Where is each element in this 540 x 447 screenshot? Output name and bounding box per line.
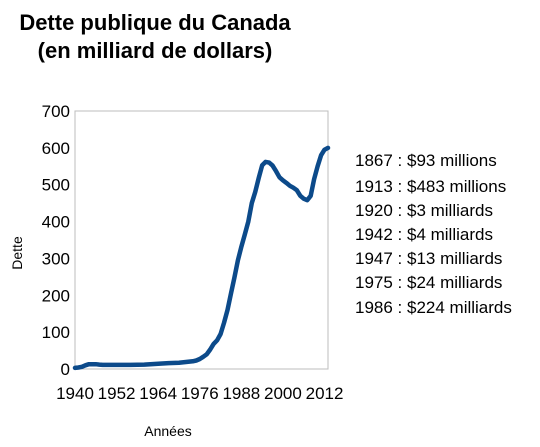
annotation-line: 1867 : $93 millions xyxy=(355,151,497,170)
chart-title-line-2: (en milliard de dollars) xyxy=(38,38,273,63)
x-tick-label: 1940 xyxy=(56,384,94,403)
plot-area xyxy=(74,110,329,370)
annotation-line: 1942 : $4 milliards xyxy=(355,225,493,244)
y-tick-label: 200 xyxy=(42,286,70,305)
y-tick-label: 100 xyxy=(42,323,70,342)
y-axis-label: Dette xyxy=(9,236,25,270)
annotation-list: 1867 : $93 millions 1913 : $483 millions… xyxy=(355,151,512,317)
x-tick-label: 1952 xyxy=(98,384,136,403)
y-tick-label: 500 xyxy=(42,176,70,195)
x-tick-label: 1976 xyxy=(181,384,219,403)
x-axis-ticks: 1940 1952 1964 1976 1988 2000 2012 xyxy=(56,384,343,403)
series-line-dette xyxy=(72,145,331,371)
y-tick-label: 400 xyxy=(42,213,70,232)
y-tick-label: 0 xyxy=(61,360,70,379)
annotation-line: 1975 : $24 milliards xyxy=(355,273,502,292)
annotation-line: 1947 : $13 milliards xyxy=(355,249,502,268)
annotation-line: 1986 : $224 milliards xyxy=(355,298,512,317)
y-tick-label: 600 xyxy=(42,139,70,158)
x-axis-label: Années xyxy=(144,423,191,439)
y-tick-label: 300 xyxy=(42,249,70,268)
x-tick-label: 1988 xyxy=(222,384,260,403)
annotation-line: 1920 : $3 milliards xyxy=(355,201,493,220)
x-tick-label: 2000 xyxy=(264,384,302,403)
chart-title-line-1: Dette publique du Canada xyxy=(19,10,291,35)
x-tick-label: 1964 xyxy=(139,384,177,403)
y-tick-label: 700 xyxy=(42,102,70,121)
y-axis-ticks: 0 100 200 300 400 500 600 700 xyxy=(42,102,70,379)
x-tick-label: 2012 xyxy=(306,384,344,403)
annotation-line: 1913 : $483 millions xyxy=(355,177,506,196)
